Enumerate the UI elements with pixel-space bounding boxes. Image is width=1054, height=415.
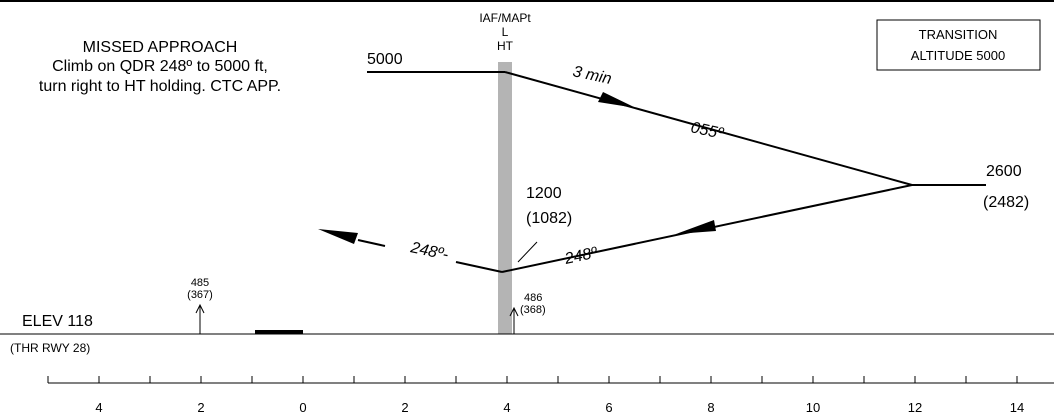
altitude-1200-leader-line — [517, 241, 538, 263]
missed-approach-line-1: Climb on QDR 248º to 5000 ft, — [52, 58, 268, 75]
obstacle-1-agl: (367) — [187, 289, 213, 301]
altitude-1200-agl-label: (1082) — [526, 210, 572, 227]
inbound-direction-arrow — [676, 220, 716, 234]
missed-approach-title: MISSED APPROACH — [83, 39, 238, 56]
distance-scale-label: 12 — [908, 400, 922, 415]
runway-segment — [255, 330, 303, 334]
obstacle-2-symbol — [509, 306, 519, 317]
missed-approach-arrow — [318, 229, 358, 244]
fix-locator-label: L — [502, 25, 509, 39]
distance-scale-label: 0 — [299, 400, 306, 415]
altitude-1200-label: 1200 — [526, 185, 562, 202]
transition-altitude-line-2: ALTITUDE 5000 — [911, 48, 1005, 63]
outbound-course-label: 055º — [689, 119, 725, 143]
obstacle-1-symbol — [195, 303, 205, 314]
outbound-leg-line — [504, 71, 913, 186]
airport-elevation-label: ELEV 118 — [22, 313, 93, 330]
inbound-course-label: 248º — [562, 244, 599, 268]
missed-approach-leg-segment-2 — [357, 239, 386, 247]
transition-altitude-box — [876, 19, 1041, 71]
fix-type-label: IAF/MAPt — [479, 11, 531, 25]
distance-scale-label: 14 — [1010, 400, 1024, 415]
distance-scale-label: 4 — [503, 400, 510, 415]
distance-scale-label: 10 — [806, 400, 820, 415]
missed-approach-line-2: turn right to HT holding. CTC APP. — [39, 78, 281, 95]
threshold-runway-label: (THR RWY 28) — [10, 341, 90, 355]
distance-scale-label: 6 — [605, 400, 612, 415]
distance-scale-label: 8 — [707, 400, 714, 415]
obstacle-2-elevation: 486 — [524, 292, 542, 304]
distance-scale-label: 4 — [95, 400, 102, 415]
missed-approach-course-label: 248º- — [408, 239, 450, 264]
altitude-2600-label: 2600 — [986, 163, 1022, 180]
transition-altitude-line-1: TRANSITION — [919, 27, 998, 42]
distance-scale-label: 2 — [401, 400, 408, 415]
obstacle-1-elevation: 485 — [191, 277, 209, 289]
altitude-5000-label: 5000 — [367, 51, 403, 68]
fix-ident-label: HT — [497, 39, 514, 53]
fix-position-bar — [498, 62, 512, 334]
altitude-2600-agl-label: (2482) — [983, 194, 1029, 211]
obstacle-2-agl: (368) — [520, 304, 546, 316]
outbound-time-label: 3 min — [571, 63, 613, 88]
missed-approach-leg-segment — [455, 261, 503, 273]
distance-scale-label: 2 — [197, 400, 204, 415]
outbound-direction-arrow — [598, 92, 636, 108]
distance-scale: 4 2 0 2 4 6 8 10 12 14 — [47, 376, 1054, 415]
